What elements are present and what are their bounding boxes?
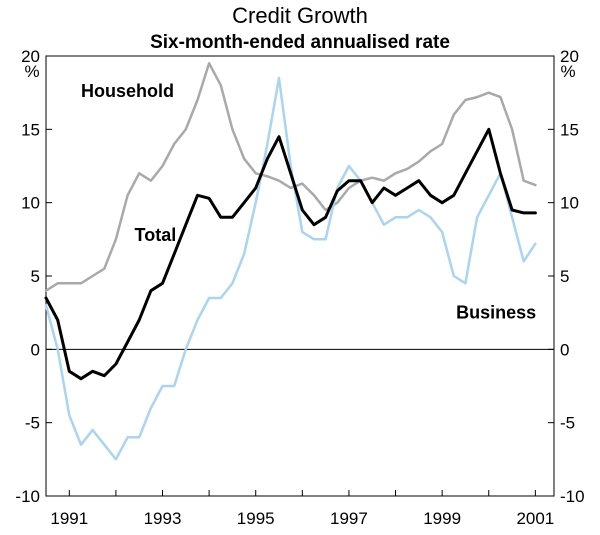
right-unit-label: % bbox=[560, 62, 575, 81]
household-series-label: Household bbox=[81, 81, 174, 101]
left-unit-label: % bbox=[24, 62, 39, 81]
x-tick-label: 2001 bbox=[516, 509, 554, 528]
business-series-line bbox=[44, 76, 537, 461]
x-tick-label: 1999 bbox=[423, 509, 461, 528]
y-tick-label-right: 15 bbox=[560, 120, 579, 139]
chart-title: Credit Growth bbox=[232, 3, 368, 28]
total-series-label: Total bbox=[135, 225, 177, 245]
chart-subtitle: Six-month-ended annualised rate bbox=[150, 32, 450, 53]
y-tick-label-right: -10 bbox=[560, 487, 585, 506]
x-tick-label: 1997 bbox=[330, 509, 368, 528]
plot-frame bbox=[45, 55, 555, 497]
y-tick-label-right: 5 bbox=[560, 267, 569, 286]
x-tick-label: 1991 bbox=[50, 509, 88, 528]
household-series-line bbox=[44, 62, 537, 292]
business-series-label: Business bbox=[456, 303, 536, 323]
y-tick-label-right: 0 bbox=[560, 340, 569, 359]
y-tick-label-right: 20 bbox=[560, 47, 579, 66]
y-tick-label-left: 10 bbox=[21, 194, 40, 213]
y-tick-label-left: 5 bbox=[31, 267, 40, 286]
total-series-line bbox=[44, 127, 537, 381]
y-tick-label-left: 20 bbox=[21, 47, 40, 66]
y-tick-label-left: -10 bbox=[15, 487, 40, 506]
y-tick-label-right: 10 bbox=[560, 194, 579, 213]
y-tick-label-left: 0 bbox=[31, 340, 40, 359]
x-tick-label: 1993 bbox=[144, 509, 182, 528]
y-tick-label-left: 15 bbox=[21, 120, 40, 139]
y-tick-label-left: -5 bbox=[25, 414, 40, 433]
x-tick-label: 1995 bbox=[237, 509, 275, 528]
y-tick-label-right: -5 bbox=[560, 414, 575, 433]
